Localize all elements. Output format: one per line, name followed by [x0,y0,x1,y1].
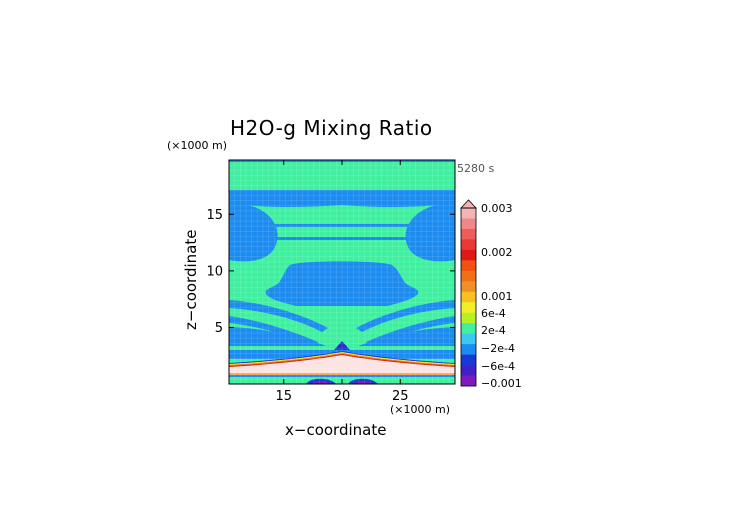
colorbar-swatch [461,354,476,366]
x-tick-label: 25 [392,389,409,404]
colorbar-label: 2e-4 [481,324,506,337]
colorbar-label: −2e-4 [481,342,515,355]
colorbar-swatch [461,312,476,324]
y-tick-label: 10 [206,264,223,279]
colorbar-swatch [461,228,476,240]
x-tick-label: 20 [334,389,351,404]
colorbar-swatch [461,375,476,387]
x-tick-label: 15 [275,389,292,404]
colorbar-swatch [461,333,476,345]
heatmap-field [229,160,455,384]
colorbar: 0.003 0.002 0.001 6e-4 2e-4 −2e-4 −6e-4 −0.001 [460,199,522,390]
x-axis: 15 20 25 [275,160,409,404]
y-tick-label: 5 [215,321,223,336]
grid-lines [229,160,455,384]
colorbar-label: 6e-4 [481,307,506,320]
colorbar-swatch [461,302,476,314]
colorbar-label: 0.002 [481,246,513,259]
y-tick-label: 15 [206,208,223,223]
colorbar-swatch [461,239,476,251]
colorbar-label: −0.001 [481,377,522,390]
colorbar-swatch [461,260,476,272]
colorbar-swatch [461,323,476,334]
y-axis-units: (×1000 m) [167,139,228,152]
colorbar-swatch [461,218,476,230]
colorbar-frame [460,207,477,387]
x-axis-label: x−coordinate [285,421,387,439]
colorbar-swatch [461,270,476,282]
colorbar-extend-triangle [460,199,477,209]
colorbar-label: 0.001 [481,290,513,303]
colorbar-swatch [461,281,476,293]
colorbar-label: −6e-4 [481,360,515,373]
x-axis-units: (×1000 m) [390,403,451,416]
colorbar-label: 0.003 [481,202,513,215]
time-label: 5280 s [457,162,495,175]
colorbar-swatch [461,208,476,219]
colorbar-swatch [461,291,476,303]
colorbar-swatch [461,344,476,355]
chart-title: H2O-g Mixing Ratio [230,116,433,140]
colorbar-swatch [461,365,476,376]
y-axis: 5 10 15 [206,208,455,336]
colorbar-swatch [461,249,476,261]
